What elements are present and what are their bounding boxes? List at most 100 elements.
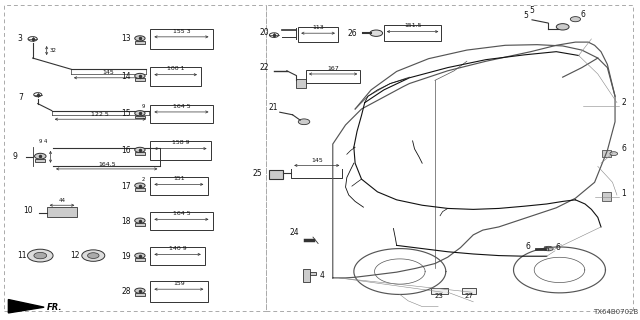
- Bar: [150, 212, 212, 230]
- Bar: [135, 78, 145, 81]
- Text: 23: 23: [435, 293, 444, 299]
- Text: 32: 32: [50, 48, 57, 53]
- Text: 2: 2: [621, 98, 626, 107]
- Bar: [602, 192, 611, 201]
- Text: 158 9: 158 9: [172, 140, 189, 145]
- Bar: [431, 288, 448, 294]
- Circle shape: [34, 252, 47, 259]
- Text: 140 9: 140 9: [169, 246, 186, 251]
- Bar: [150, 281, 207, 302]
- Text: 3: 3: [17, 35, 22, 44]
- Circle shape: [544, 246, 553, 251]
- Circle shape: [570, 17, 580, 22]
- Bar: [269, 170, 283, 179]
- Text: 20: 20: [260, 28, 269, 37]
- Bar: [135, 223, 145, 226]
- Bar: [150, 247, 205, 266]
- Text: 113: 113: [312, 25, 324, 30]
- Bar: [602, 150, 611, 157]
- Text: 26: 26: [347, 29, 356, 38]
- Text: 164 5: 164 5: [173, 104, 190, 109]
- Text: 16: 16: [121, 146, 131, 155]
- Text: 9: 9: [12, 152, 17, 161]
- Text: 145: 145: [311, 158, 323, 163]
- Text: 27: 27: [465, 293, 473, 299]
- Circle shape: [135, 218, 145, 223]
- Circle shape: [135, 111, 145, 116]
- Text: 159: 159: [173, 281, 185, 286]
- Bar: [135, 116, 145, 118]
- Bar: [135, 41, 145, 44]
- Bar: [462, 288, 476, 294]
- Text: 155 3: 155 3: [173, 29, 190, 34]
- Text: 24: 24: [289, 228, 299, 237]
- Bar: [135, 152, 145, 155]
- Bar: [303, 269, 310, 282]
- Bar: [47, 207, 77, 217]
- Text: 19: 19: [121, 252, 131, 261]
- Text: FR.: FR.: [47, 303, 62, 312]
- Text: TX64B0702B: TX64B0702B: [593, 309, 638, 316]
- Bar: [298, 27, 338, 42]
- Bar: [135, 188, 145, 191]
- Circle shape: [28, 249, 53, 262]
- Circle shape: [135, 253, 145, 258]
- Bar: [310, 271, 316, 275]
- Text: 13: 13: [121, 35, 131, 44]
- Bar: [135, 258, 145, 261]
- Circle shape: [298, 119, 310, 124]
- Text: 18: 18: [121, 217, 131, 226]
- Text: 7: 7: [19, 93, 24, 102]
- Text: 44: 44: [58, 198, 65, 203]
- Text: 9: 9: [141, 104, 145, 109]
- Text: 21: 21: [269, 103, 278, 112]
- Bar: [150, 141, 211, 160]
- Text: 15: 15: [121, 109, 131, 118]
- Text: 12: 12: [70, 251, 80, 260]
- Bar: [135, 293, 145, 296]
- Circle shape: [88, 253, 99, 259]
- Text: 151: 151: [173, 176, 185, 181]
- Circle shape: [135, 288, 145, 293]
- Circle shape: [370, 30, 383, 36]
- Text: 6: 6: [621, 144, 627, 153]
- Text: 25: 25: [253, 169, 262, 178]
- Bar: [384, 25, 442, 41]
- Circle shape: [135, 73, 145, 78]
- Text: 6: 6: [526, 242, 531, 251]
- Bar: [35, 159, 45, 162]
- Bar: [150, 105, 212, 123]
- Text: 100 1: 100 1: [167, 67, 184, 71]
- Circle shape: [556, 24, 569, 30]
- Text: 167: 167: [327, 67, 339, 71]
- Text: 164.5: 164.5: [98, 162, 115, 167]
- Text: 122 5: 122 5: [92, 112, 109, 117]
- Circle shape: [35, 153, 46, 159]
- Bar: [150, 67, 201, 86]
- Circle shape: [135, 36, 145, 41]
- Text: 164 5: 164 5: [173, 211, 190, 216]
- Text: 2: 2: [141, 177, 145, 182]
- Bar: [150, 28, 212, 49]
- Text: 17: 17: [121, 182, 131, 191]
- Circle shape: [82, 250, 105, 261]
- Circle shape: [135, 147, 145, 152]
- Text: 6: 6: [555, 243, 560, 252]
- Text: 5: 5: [523, 12, 528, 20]
- Bar: [296, 79, 306, 88]
- Bar: [150, 177, 207, 195]
- Circle shape: [610, 152, 618, 156]
- Text: 4: 4: [319, 271, 324, 280]
- Text: 9 4: 9 4: [38, 140, 47, 144]
- Text: 10: 10: [22, 206, 33, 215]
- Bar: [4, 5, 266, 311]
- Text: 5: 5: [529, 6, 534, 15]
- Text: 11: 11: [18, 251, 27, 260]
- Text: 6: 6: [580, 10, 586, 19]
- Text: 14: 14: [121, 72, 131, 81]
- Bar: [306, 70, 360, 83]
- Text: 22: 22: [260, 63, 269, 72]
- Bar: [266, 5, 633, 311]
- Polygon shape: [8, 300, 44, 313]
- Text: 1: 1: [621, 189, 626, 198]
